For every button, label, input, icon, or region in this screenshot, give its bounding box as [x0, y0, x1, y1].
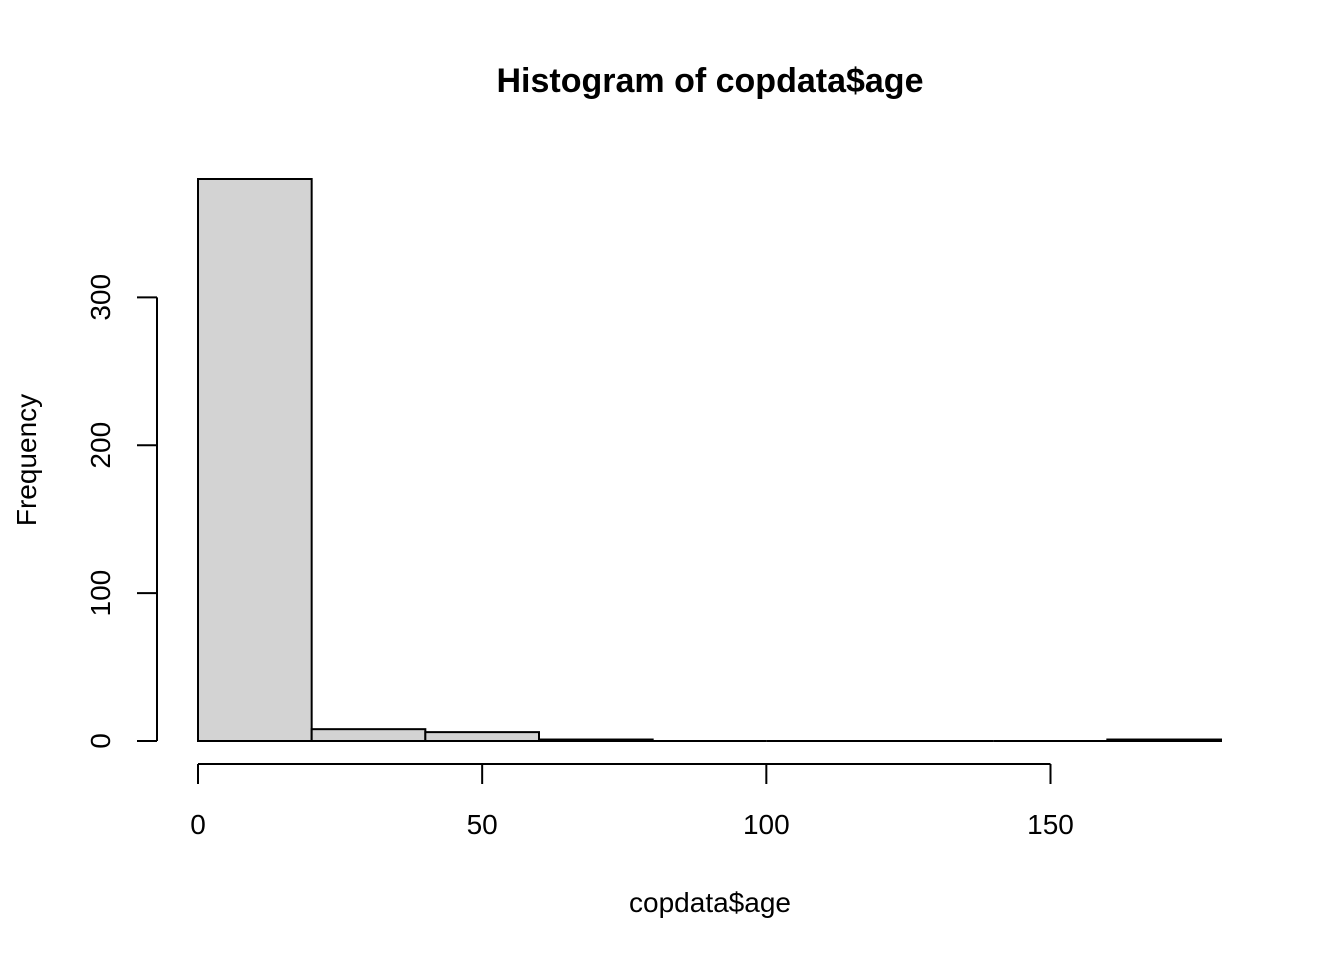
chart-title: Histogram of copdata$age — [497, 62, 924, 100]
bars-group — [197, 178, 1223, 743]
x-axis: 0 50 100 150 — [190, 763, 1074, 840]
y-tick-label: 300 — [85, 274, 116, 321]
y-tick-label: 200 — [85, 422, 116, 469]
y-tick-label: 0 — [85, 733, 116, 749]
y-tick-label: 100 — [85, 570, 116, 617]
histogram-bar-2 — [424, 731, 541, 743]
x-tick-label: 100 — [743, 809, 790, 840]
histogram-bar-8 — [1106, 738, 1223, 743]
histogram-bar-3 — [538, 738, 654, 743]
x-axis-label: copdata$age — [629, 887, 791, 918]
y-axis: 0 100 200 300 — [85, 274, 158, 749]
x-tick-label: 0 — [190, 809, 206, 840]
x-tick-label: 150 — [1027, 809, 1074, 840]
histogram-bar-0 — [197, 178, 313, 742]
histogram-bar-1 — [310, 728, 427, 742]
y-axis-label: Frequency — [11, 394, 42, 526]
x-tick-label: 50 — [467, 809, 498, 840]
